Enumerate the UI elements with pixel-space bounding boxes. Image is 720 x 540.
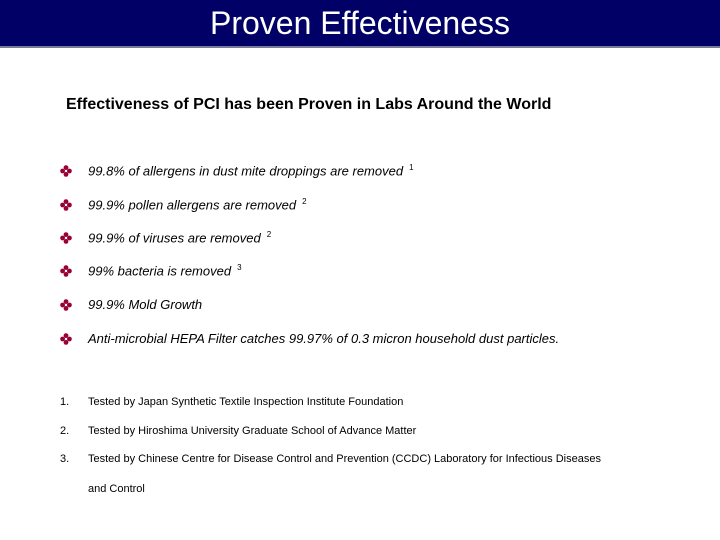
bullet-text: 99.8% of allergens in dust mite dropping… <box>88 163 414 179</box>
footnote-text: Tested by Japan Synthetic Textile Inspec… <box>88 396 404 408</box>
slide-subtitle: Effectiveness of PCI has been Proven in … <box>66 96 552 113</box>
slide-title: Proven Effectiveness <box>209 5 510 41</box>
bullet-text: 99.9% pollen allergens are removed 2 <box>88 197 307 213</box>
diamond-bullet-icon <box>60 333 72 345</box>
bullet-reference: 2 <box>302 197 307 206</box>
footnote-number: 3. <box>60 453 70 465</box>
bullet-reference: 1 <box>409 163 414 172</box>
bullet-text: 99.9% Mold Growth <box>88 297 203 312</box>
diamond-bullet-icon <box>60 299 72 311</box>
bullet-reference: 3 <box>237 263 242 272</box>
bullet-text: 99.9% of viruses are removed 2 <box>88 230 272 246</box>
footnote-text: Tested by Chinese Centre for Disease Con… <box>88 453 601 465</box>
footnote-continuation: and Control <box>88 483 145 495</box>
diamond-bullet-icon <box>60 265 72 277</box>
bullet-text: 99% bacteria is removed 3 <box>88 263 242 279</box>
title-bar <box>0 0 720 48</box>
diamond-bullet-icon <box>60 165 72 177</box>
footnote-text: Tested by Hiroshima University Graduate … <box>88 425 417 437</box>
footnote-number: 1. <box>60 396 70 408</box>
diamond-bullet-icon <box>60 199 72 211</box>
bullet-text: Anti-microbial HEPA Filter catches 99.97… <box>88 331 560 346</box>
diamond-bullet-icon <box>60 232 72 244</box>
footnote-number: 2. <box>60 425 70 437</box>
bullet-reference: 2 <box>266 230 272 239</box>
